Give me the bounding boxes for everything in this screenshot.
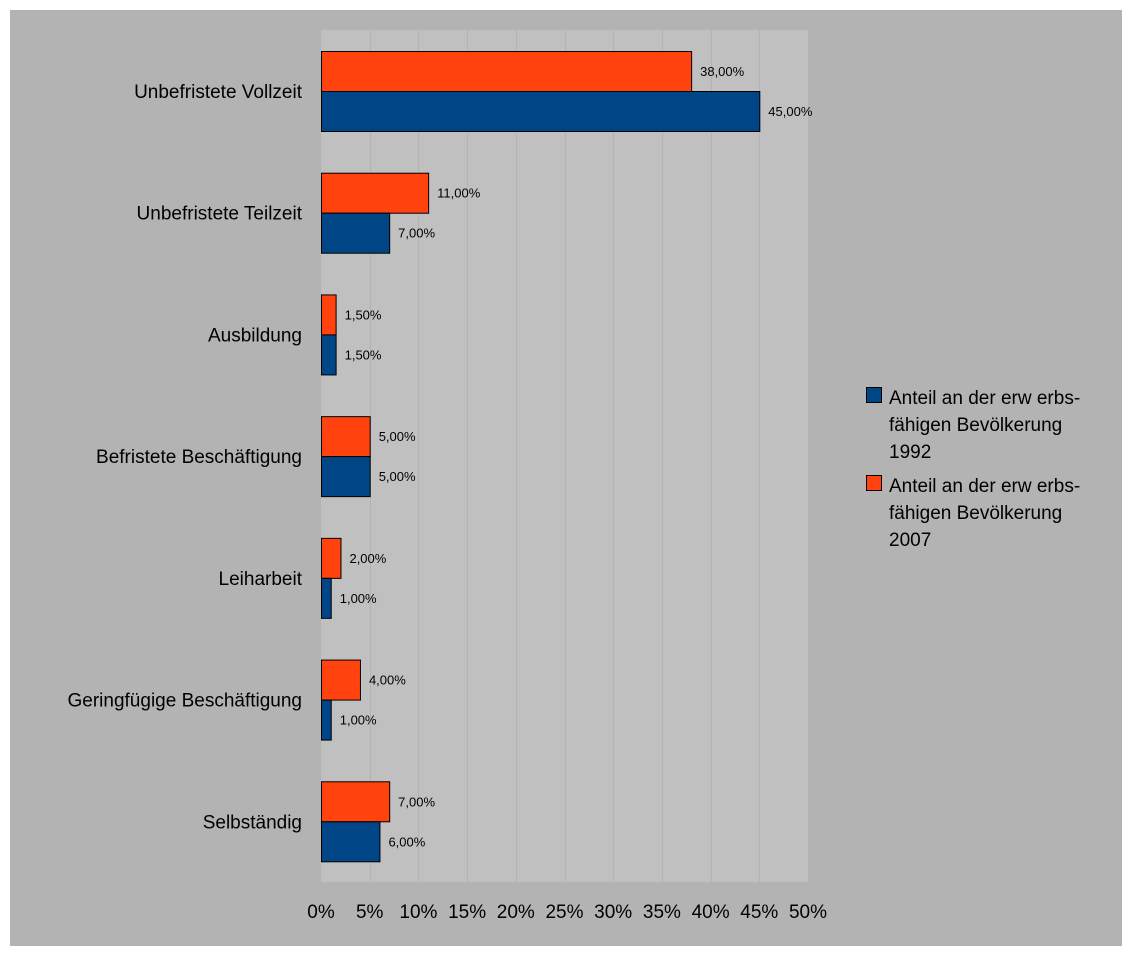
legend-label: 1992 [889, 442, 931, 463]
x-tick-label: 45% [740, 902, 778, 923]
x-tick-label: 20% [497, 902, 535, 923]
data-label: 1,50% [345, 307, 382, 322]
legend-label: fähigen Bevölkerung [889, 415, 1062, 436]
data-label: 1,50% [345, 347, 382, 362]
legend-label: fähigen Bevölkerung [889, 503, 1062, 524]
bar-2007 [321, 51, 693, 92]
x-tick-label: 40% [692, 902, 730, 923]
x-tick-label: 30% [594, 902, 632, 923]
bar-1992 [321, 577, 332, 619]
data-label: 6,00% [388, 834, 425, 849]
category-label: Befristete Beschäftigung [96, 447, 302, 468]
data-label: 5,00% [379, 469, 416, 484]
data-label: 5,00% [379, 429, 416, 444]
bar-1992 [321, 456, 371, 498]
category-label: Geringfügige Beschäftigung [68, 691, 303, 712]
data-label: 1,00% [340, 713, 377, 728]
x-tick-label: 15% [448, 902, 486, 923]
data-label: 38,00% [700, 64, 745, 79]
legend: Anteil an der erw erbs-fähigen Bevölkeru… [866, 387, 1080, 551]
legend-label: Anteil an der erw erbs- [889, 476, 1080, 497]
x-tick-label: 35% [643, 902, 681, 923]
x-tick-label: 5% [356, 902, 384, 923]
bar-2007 [321, 781, 391, 823]
data-label: 2,00% [349, 551, 386, 566]
data-label: 1,00% [340, 591, 377, 606]
bar-2007 [321, 294, 337, 336]
data-labels: 38,00% 45,00% 11,00% 7,00% 1,50% 1,50% 5,00% 5,… [340, 64, 813, 849]
x-axis-tick-labels: 0% 5% 10% 15% 20% 25% 30% 35% 40% 45% 50% [307, 902, 827, 923]
x-tick-label: 50% [789, 902, 827, 923]
bar-2007 [321, 537, 342, 579]
bar-1992 [321, 91, 761, 132]
bar-2007 [321, 172, 430, 214]
bar-1992 [321, 334, 337, 376]
data-label: 4,00% [369, 673, 406, 688]
category-label: Unbefristete Vollzeit [134, 82, 303, 103]
bar-1992 [321, 821, 381, 863]
bar-1992 [321, 699, 332, 741]
bars [321, 51, 761, 863]
plot-area [321, 30, 808, 882]
gridlines [370, 30, 760, 882]
legend-swatch-1992 [866, 387, 882, 403]
plot-background [321, 30, 808, 882]
x-tick-label: 0% [307, 902, 335, 923]
category-label: Selbständig [203, 812, 302, 833]
data-label: 11,00% [437, 186, 481, 201]
data-label: 7,00% [398, 794, 435, 809]
category-labels: Unbefristete Vollzeit Unbefristete Teilze… [68, 82, 303, 833]
bar-2007 [321, 416, 371, 458]
bar-2007 [321, 659, 361, 701]
bar-1992 [321, 212, 391, 254]
data-label: 7,00% [398, 226, 435, 241]
category-label: Ausbildung [208, 325, 302, 346]
x-tick-label: 25% [545, 902, 583, 923]
category-label: Leiharbeit [219, 569, 303, 590]
legend-swatch-2007 [866, 475, 882, 491]
x-tick-label: 10% [399, 902, 437, 923]
category-label: Unbefristete Teilzeit [137, 204, 303, 225]
legend-label: Anteil an der erw erbs- [889, 388, 1080, 409]
legend-label: 2007 [889, 530, 931, 551]
data-label: 45,00% [768, 104, 813, 119]
